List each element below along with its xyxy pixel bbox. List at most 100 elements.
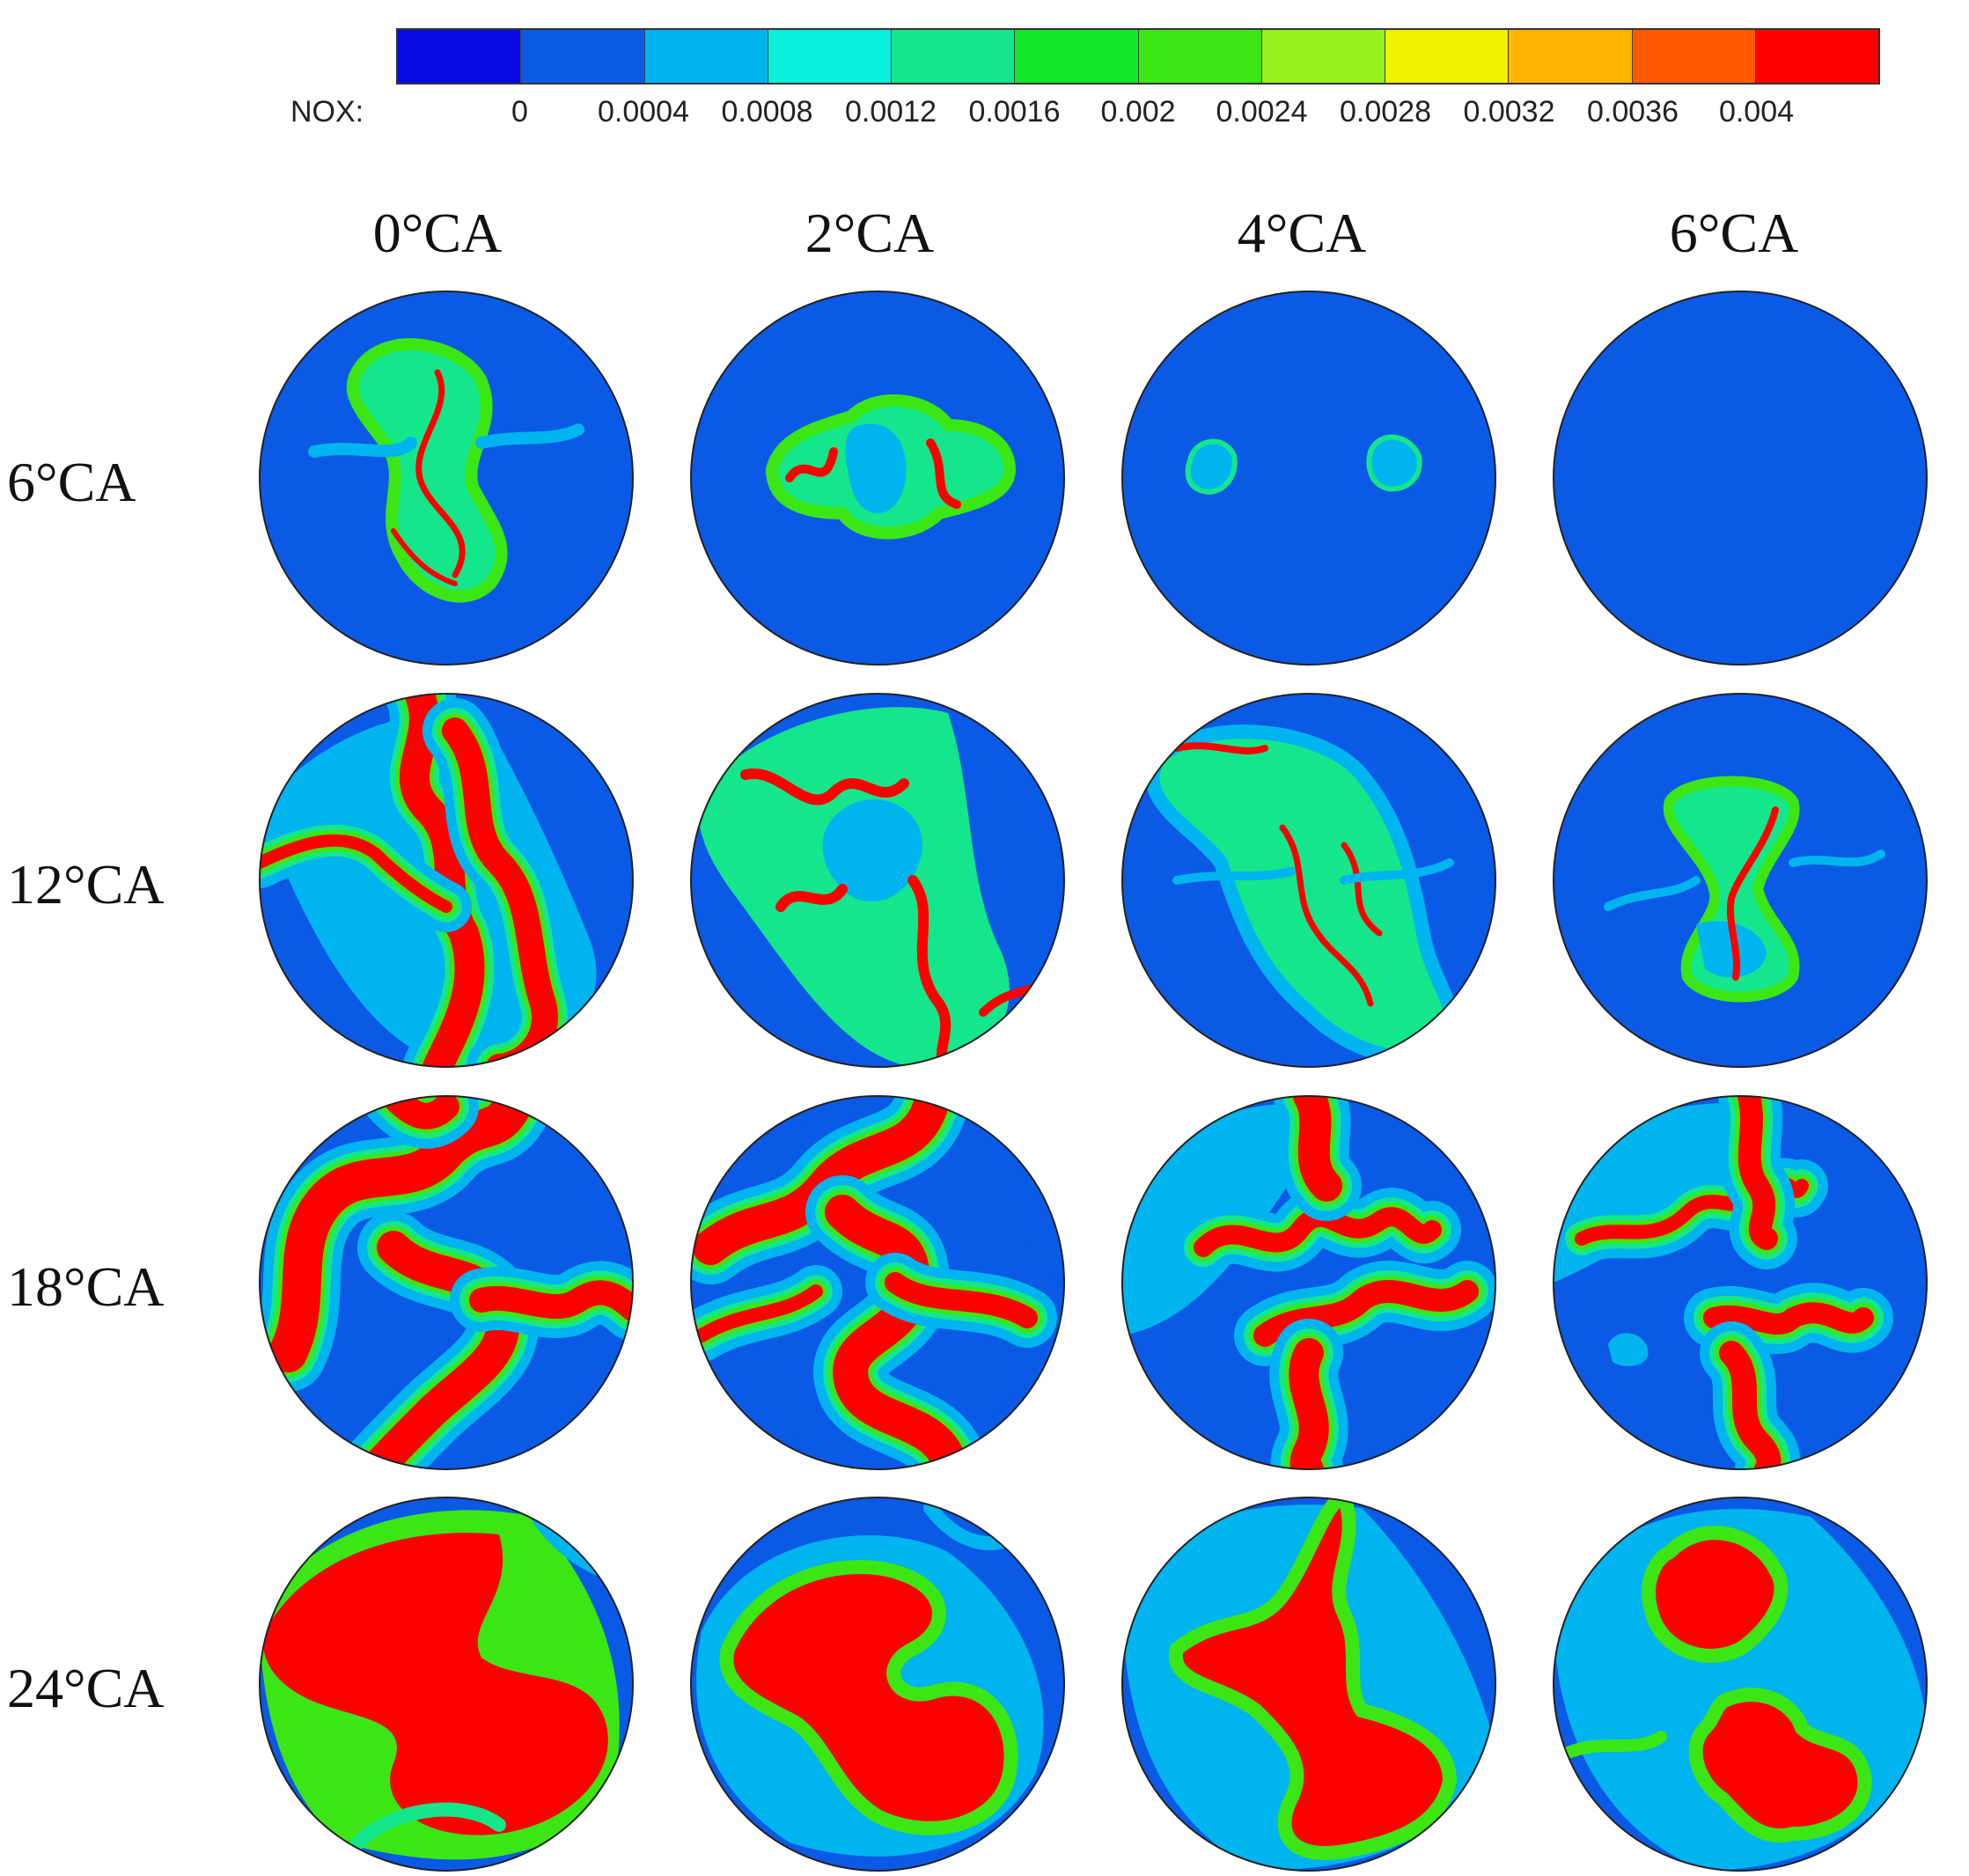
nox-low-spot	[1608, 1333, 1649, 1366]
colorbar-segment-3	[644, 30, 768, 83]
nox-hot-streak	[391, 528, 458, 586]
nox-core	[1642, 1526, 1789, 1663]
colorbar-segment-7	[1138, 30, 1262, 83]
nox-core	[719, 1560, 1018, 1836]
contour-panel-r3-c1	[259, 1095, 634, 1470]
colorbar-segment-9	[1385, 30, 1510, 83]
cylinder-outline	[259, 1497, 634, 1872]
plume-core	[1293, 1096, 1342, 1202]
nox-hot-streak	[1341, 842, 1383, 937]
colorbar-tick: 0	[511, 95, 528, 129]
colorbar-tick: 0.0008	[721, 95, 813, 129]
plume-core	[1289, 1338, 1329, 1469]
plume-core	[694, 1284, 823, 1343]
row-header-2: 12°CA	[7, 853, 165, 916]
cylinder-outline	[1121, 291, 1496, 666]
nox-thin-band	[1604, 850, 1885, 911]
cylinder-outline	[1121, 1497, 1496, 1872]
cylinder-outline	[1553, 1497, 1928, 1872]
plume-core	[469, 1280, 633, 1321]
column-header-1: 0°CA	[372, 202, 503, 264]
colorbar-tick: 0.0004	[598, 95, 689, 129]
nox-thin-band	[1558, 1731, 1667, 1761]
colorbar-tick: 0.0028	[1340, 95, 1431, 129]
nox-low-core	[1696, 921, 1767, 978]
cylinder-outline	[690, 693, 1065, 1068]
colorbar-tick: 0.0032	[1463, 95, 1555, 129]
cylinder-outline	[1553, 693, 1928, 1068]
contour-panel-r4-c4	[1553, 1497, 1928, 1872]
plume-core	[268, 1096, 536, 1372]
colorbar-segment-6	[1015, 30, 1139, 83]
contour-panel-r4-c3	[1121, 1497, 1496, 1872]
contour-panel-r1-c1	[259, 291, 634, 666]
cylinder-outline	[1121, 693, 1496, 1068]
column-header-3: 4°CA	[1237, 202, 1367, 264]
colorbar-segment-11	[1632, 30, 1756, 83]
contour-panel-r1-c4	[1553, 291, 1928, 666]
nox-core	[1688, 1688, 1872, 1843]
cylinder-outline	[690, 291, 1065, 666]
nox-thin-band	[475, 423, 584, 449]
contour-panel-r1-c3	[1121, 291, 1496, 666]
nox-low-spot	[1185, 438, 1238, 495]
row-header-4: 24°CA	[7, 1657, 165, 1719]
contour-panel-r2-c2	[690, 693, 1065, 1068]
colorbar-segment-12	[1755, 30, 1878, 83]
nox-low-core	[822, 799, 923, 902]
cylinder-outline	[690, 1497, 1065, 1872]
nox-thin-band	[1172, 858, 1454, 885]
nox-core	[263, 1533, 608, 1836]
colorbar-tick: 0.0012	[845, 95, 937, 129]
nox-hot-streak	[775, 884, 848, 912]
plume-core	[359, 1231, 519, 1469]
colorbar-variable-label: NOX:	[290, 95, 364, 129]
plume-core	[1703, 1302, 1874, 1335]
contour-panel-r1-c2	[690, 291, 1065, 666]
colorbar-tick: 0.0024	[1216, 95, 1308, 129]
plume-core	[442, 717, 558, 1067]
colorbar-segment-2	[521, 30, 645, 83]
colorbar-segment-4	[768, 30, 892, 83]
cylinder-field	[1122, 291, 1495, 665]
colorbar-tick: 0.0036	[1587, 95, 1679, 129]
nox-hot-streak	[1279, 824, 1374, 1007]
cylinder-outline	[1553, 291, 1928, 666]
nox-thin-band	[1133, 1658, 1265, 1843]
cylinder-outline	[259, 291, 634, 666]
contour-panel-r2-c4	[1553, 693, 1928, 1068]
nox-hot-streak	[907, 875, 953, 1067]
contour-panel-r2-c3	[1121, 693, 1496, 1068]
row-header-1: 6°CA	[7, 451, 136, 513]
nox-hot-streak	[1727, 806, 1779, 981]
column-header-2: 2°CA	[804, 202, 935, 264]
nox-hot-streak	[1173, 742, 1268, 754]
colorbar-segment-5	[892, 30, 1016, 83]
nox-thin-band	[351, 1802, 506, 1850]
nox-thin-band	[308, 437, 417, 458]
contour-panel-r2-c1	[259, 693, 634, 1068]
colorbar-tick: 0.002	[1100, 95, 1176, 129]
nox-low-spot	[1366, 434, 1422, 492]
plume-core	[260, 834, 452, 913]
cylinder-outline	[690, 1095, 1065, 1470]
row-header-3: 18°CA	[7, 1255, 165, 1318]
plume-core	[885, 1272, 1038, 1328]
plume-core	[825, 1195, 966, 1469]
cylinder-outline	[259, 693, 634, 1068]
cylinder-outline	[1121, 1095, 1496, 1470]
cylinder-field	[1554, 291, 1927, 665]
nox-colorbar	[396, 28, 1880, 85]
contour-panel-r3-c4	[1553, 1095, 1928, 1470]
colorbar-segment-8	[1261, 30, 1385, 83]
colorbar-segment-1	[398, 30, 522, 83]
contour-panel-r4-c1	[259, 1497, 634, 1872]
column-header-4: 6°CA	[1669, 202, 1799, 264]
nox-hot-streak	[785, 447, 838, 482]
nox-hot-streak	[415, 369, 466, 578]
plume-core	[1719, 1341, 1782, 1469]
colorbar-tick: 0.004	[1718, 95, 1795, 129]
nox-hot-streak	[740, 768, 909, 806]
cylinder-outline	[1553, 1095, 1928, 1470]
